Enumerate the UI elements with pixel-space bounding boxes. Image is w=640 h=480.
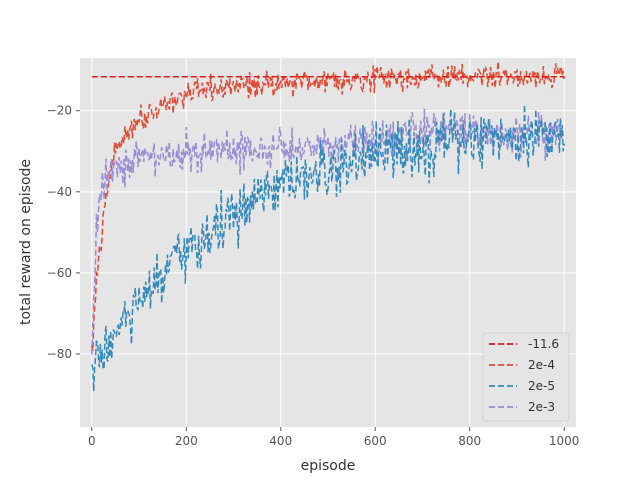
- legend-label: 2e-5: [528, 379, 555, 393]
- y-tick-label: −20: [47, 104, 72, 118]
- series-line-2: [91, 61, 565, 352]
- x-tick-label: 600: [364, 434, 387, 448]
- legend-label: 2e-3: [528, 400, 555, 414]
- y-tick-label: −60: [47, 266, 72, 280]
- tick-labels: 0 200 400 600 800 1000 −80 −60 −40 −20: [47, 104, 580, 448]
- legend: -11.6 2e-4 2e-5 2e-3: [482, 332, 570, 422]
- x-tick-label: 400: [269, 434, 292, 448]
- legend-label: -11.6: [528, 337, 559, 351]
- y-tick-label: −80: [47, 347, 72, 361]
- y-axis-label: total reward on episode: [18, 159, 34, 325]
- x-tick-label: 200: [175, 434, 198, 448]
- x-tick-label: 800: [458, 434, 481, 448]
- legend-box: [482, 332, 570, 422]
- y-tick-label: −40: [47, 185, 72, 199]
- series-layer: [91, 61, 565, 392]
- x-axis-label: episode: [301, 458, 356, 474]
- series-line-3: [91, 104, 565, 392]
- x-tick-label: 1000: [549, 434, 580, 448]
- legend-label: 2e-4: [528, 358, 555, 372]
- x-tick-label: 0: [88, 434, 96, 448]
